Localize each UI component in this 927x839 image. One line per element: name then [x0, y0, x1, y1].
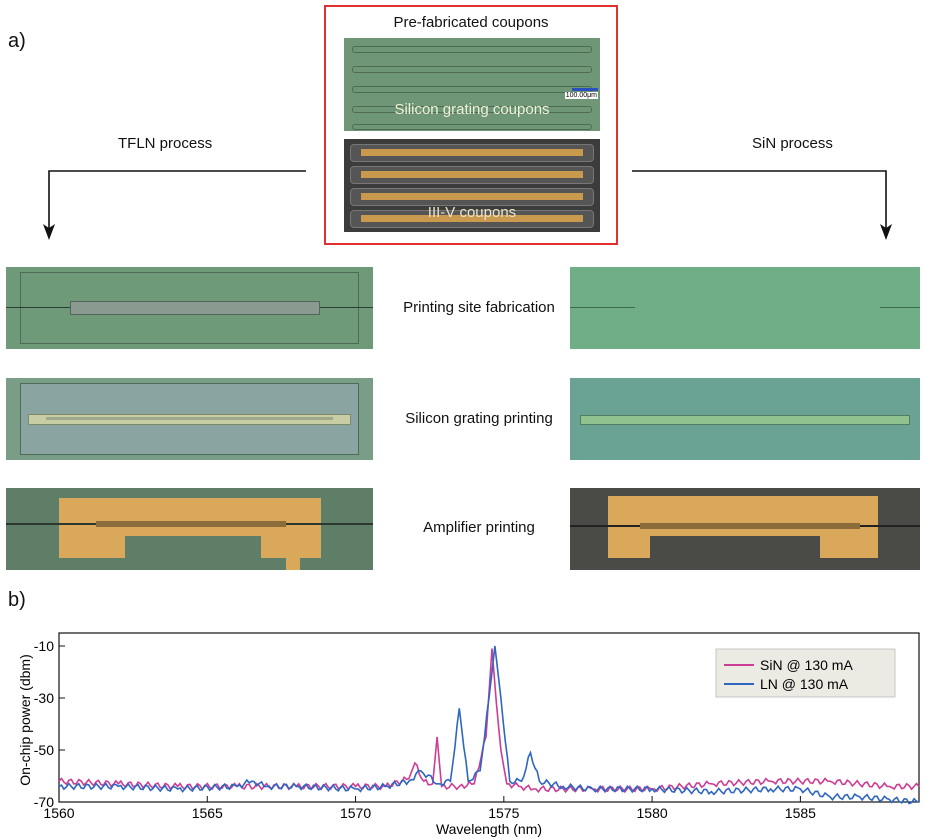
x-tick-label: 1580 — [637, 805, 668, 821]
iiiv-coupons-label: III-V coupons — [427, 204, 517, 221]
y-tick-label: -70 — [34, 794, 54, 810]
step-label-amplifier-printing: Amplifier printing — [423, 519, 535, 536]
sin-arrow-head — [880, 224, 892, 240]
silicon-coupons-image: 100.00μm Silicon grating coupons — [344, 38, 600, 131]
x-tick-label: 1585 — [785, 805, 816, 821]
y-axis-label: On-chip power (dbm) — [17, 654, 33, 786]
tfln-amplifier-image — [6, 488, 373, 570]
sin-process-label: SiN process — [752, 135, 833, 152]
tfln-process-label: TFLN process — [118, 135, 213, 152]
iiiv-coupons-image: III-V coupons — [344, 139, 600, 232]
tfln-grating-image — [6, 378, 373, 460]
y-axis-ticks: -10 -30 -50 -70 — [34, 638, 65, 810]
x-tick-label: 1575 — [488, 805, 519, 821]
tfln-arrow-head — [43, 224, 55, 240]
tfln-arrow-line — [48, 170, 306, 228]
sin-grating-image — [570, 378, 920, 460]
y-tick-label: -10 — [34, 638, 54, 654]
legend-entry-ln: LN @ 130 mA — [760, 676, 849, 692]
step-label-site-fabrication: Printing site fabrication — [403, 299, 555, 316]
coupons-box — [324, 5, 618, 245]
coupons-title: Pre-fabricated coupons — [393, 14, 549, 31]
scale-bar-label: 100.00μm — [564, 92, 598, 99]
sin-amplifier-image — [570, 488, 920, 570]
y-tick-label: -50 — [34, 742, 54, 758]
x-tick-label: 1560 — [43, 805, 74, 821]
y-tick-label: -30 — [34, 690, 54, 706]
series-lines — [58, 645, 920, 805]
legend: SiN @ 130 mA LN @ 130 mA — [715, 648, 896, 698]
tfln-site-image — [6, 267, 373, 349]
spectrum-chart: -10 -30 -50 -70 1560 1565 1570 1575 1580 1585 On… — [17, 632, 920, 837]
process-arrows — [43, 170, 892, 240]
x-tick-label: 1570 — [340, 805, 371, 821]
panel-b-label: b) — [8, 589, 26, 611]
sin-site-image — [570, 267, 920, 349]
x-axis-label: Wavelength (nm) — [436, 821, 542, 837]
legend-box — [715, 648, 896, 698]
ln-series-line — [58, 645, 920, 805]
x-axis-ticks: 1560 1565 1570 1575 1580 1585 — [43, 796, 816, 821]
silicon-coupons-label: Silicon grating coupons — [394, 101, 550, 118]
sin-arrow-line — [632, 170, 887, 228]
panel-a-label: a) — [8, 30, 26, 52]
x-tick-label: 1565 — [192, 805, 223, 821]
legend-entry-sin: SiN @ 130 mA — [760, 657, 853, 673]
step-label-grating-printing: Silicon grating printing — [405, 410, 553, 427]
